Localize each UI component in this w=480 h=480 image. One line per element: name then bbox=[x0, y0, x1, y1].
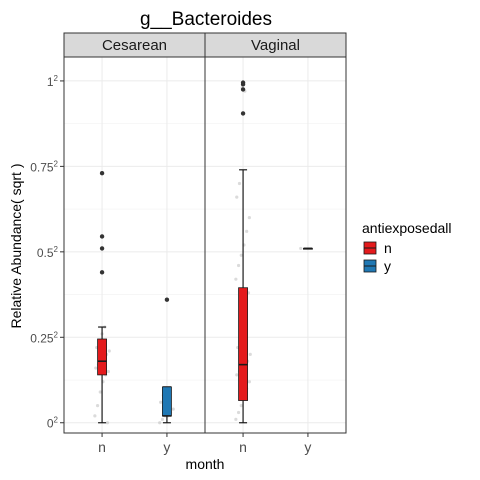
jitter-point bbox=[94, 366, 98, 370]
outlier-point bbox=[240, 80, 246, 85]
jitter-point bbox=[93, 414, 97, 418]
outlier-point bbox=[99, 270, 105, 275]
jitter-point bbox=[248, 352, 252, 356]
x-tick-label: n bbox=[239, 439, 247, 455]
jitter-point bbox=[235, 373, 239, 377]
legend-title: antiexposedall bbox=[362, 220, 452, 236]
jitter-point bbox=[106, 369, 110, 374]
outlier-point bbox=[240, 111, 246, 116]
outlier-point bbox=[99, 171, 105, 176]
x-tick-label: n bbox=[98, 439, 106, 455]
jitter-point bbox=[237, 181, 242, 186]
box-iqr bbox=[97, 338, 107, 376]
jitter-point bbox=[234, 417, 238, 421]
y-tick-label: 12 bbox=[47, 74, 59, 89]
facet-strip-label: Vaginal bbox=[251, 37, 300, 54]
jitter-point bbox=[159, 400, 163, 404]
jitter-point bbox=[95, 404, 100, 408]
jitter-point bbox=[158, 421, 162, 425]
panel-cesarean: Cesarean bbox=[63, 32, 206, 434]
jitter-point bbox=[234, 277, 238, 281]
panel-vaginal: Vaginal bbox=[204, 32, 347, 434]
jitter-point bbox=[247, 380, 251, 384]
jitter-point bbox=[105, 421, 110, 425]
facet-strip bbox=[63, 32, 206, 58]
jitter-point bbox=[299, 246, 303, 251]
jitter-point bbox=[171, 407, 175, 411]
y-axis-title: Relative Abundance( sqrt ) bbox=[8, 164, 24, 329]
x-tick-label: y bbox=[304, 439, 311, 455]
jitter-point bbox=[239, 253, 243, 257]
legend-entry-y: y bbox=[363, 258, 391, 274]
box-cesarean-y bbox=[158, 297, 175, 425]
legend-label: y bbox=[384, 258, 391, 274]
y-tick-label: 0.752 bbox=[30, 159, 58, 174]
panel-background bbox=[64, 57, 205, 433]
jitter-point bbox=[239, 404, 243, 408]
y-tick-label: 0.52 bbox=[37, 245, 59, 260]
box-cesarean-n bbox=[93, 171, 111, 425]
box-vaginal-y bbox=[299, 246, 313, 251]
jitter-point bbox=[98, 390, 102, 394]
jitter-point bbox=[236, 263, 241, 268]
box-iqr bbox=[162, 386, 172, 417]
legend-entry-n: n bbox=[363, 240, 392, 256]
legend-label: n bbox=[384, 240, 392, 256]
jitter-point bbox=[160, 417, 165, 421]
jitter-point bbox=[107, 349, 111, 353]
x-tick-label: y bbox=[163, 439, 170, 455]
outlier-point bbox=[99, 246, 105, 251]
y-axis: 02 0.252 0.52 0.752 12 bbox=[30, 74, 64, 431]
facet-strip bbox=[204, 32, 347, 58]
jitter-point bbox=[247, 216, 251, 220]
y-tick-label: 02 bbox=[47, 416, 59, 431]
box-iqr bbox=[238, 287, 248, 401]
outlier-point bbox=[164, 297, 170, 302]
jitter-point bbox=[235, 195, 239, 199]
facet-strip-label: Cesarean bbox=[102, 37, 167, 54]
jitter-point bbox=[236, 410, 241, 415]
chart-title: g__Bacteroides bbox=[140, 9, 272, 30]
jitter-point bbox=[245, 229, 249, 233]
x-axis-title: month bbox=[186, 456, 225, 472]
outlier-point bbox=[99, 234, 105, 239]
outlier-point bbox=[240, 87, 246, 92]
legend: antiexposedall ny bbox=[362, 220, 452, 274]
panel-background bbox=[205, 57, 346, 433]
panel-border bbox=[204, 56, 347, 434]
y-tick-label: 0.252 bbox=[30, 330, 58, 345]
panels-layer: Cesarean Vaginal bbox=[63, 32, 347, 434]
box-vaginal-n bbox=[234, 80, 252, 424]
